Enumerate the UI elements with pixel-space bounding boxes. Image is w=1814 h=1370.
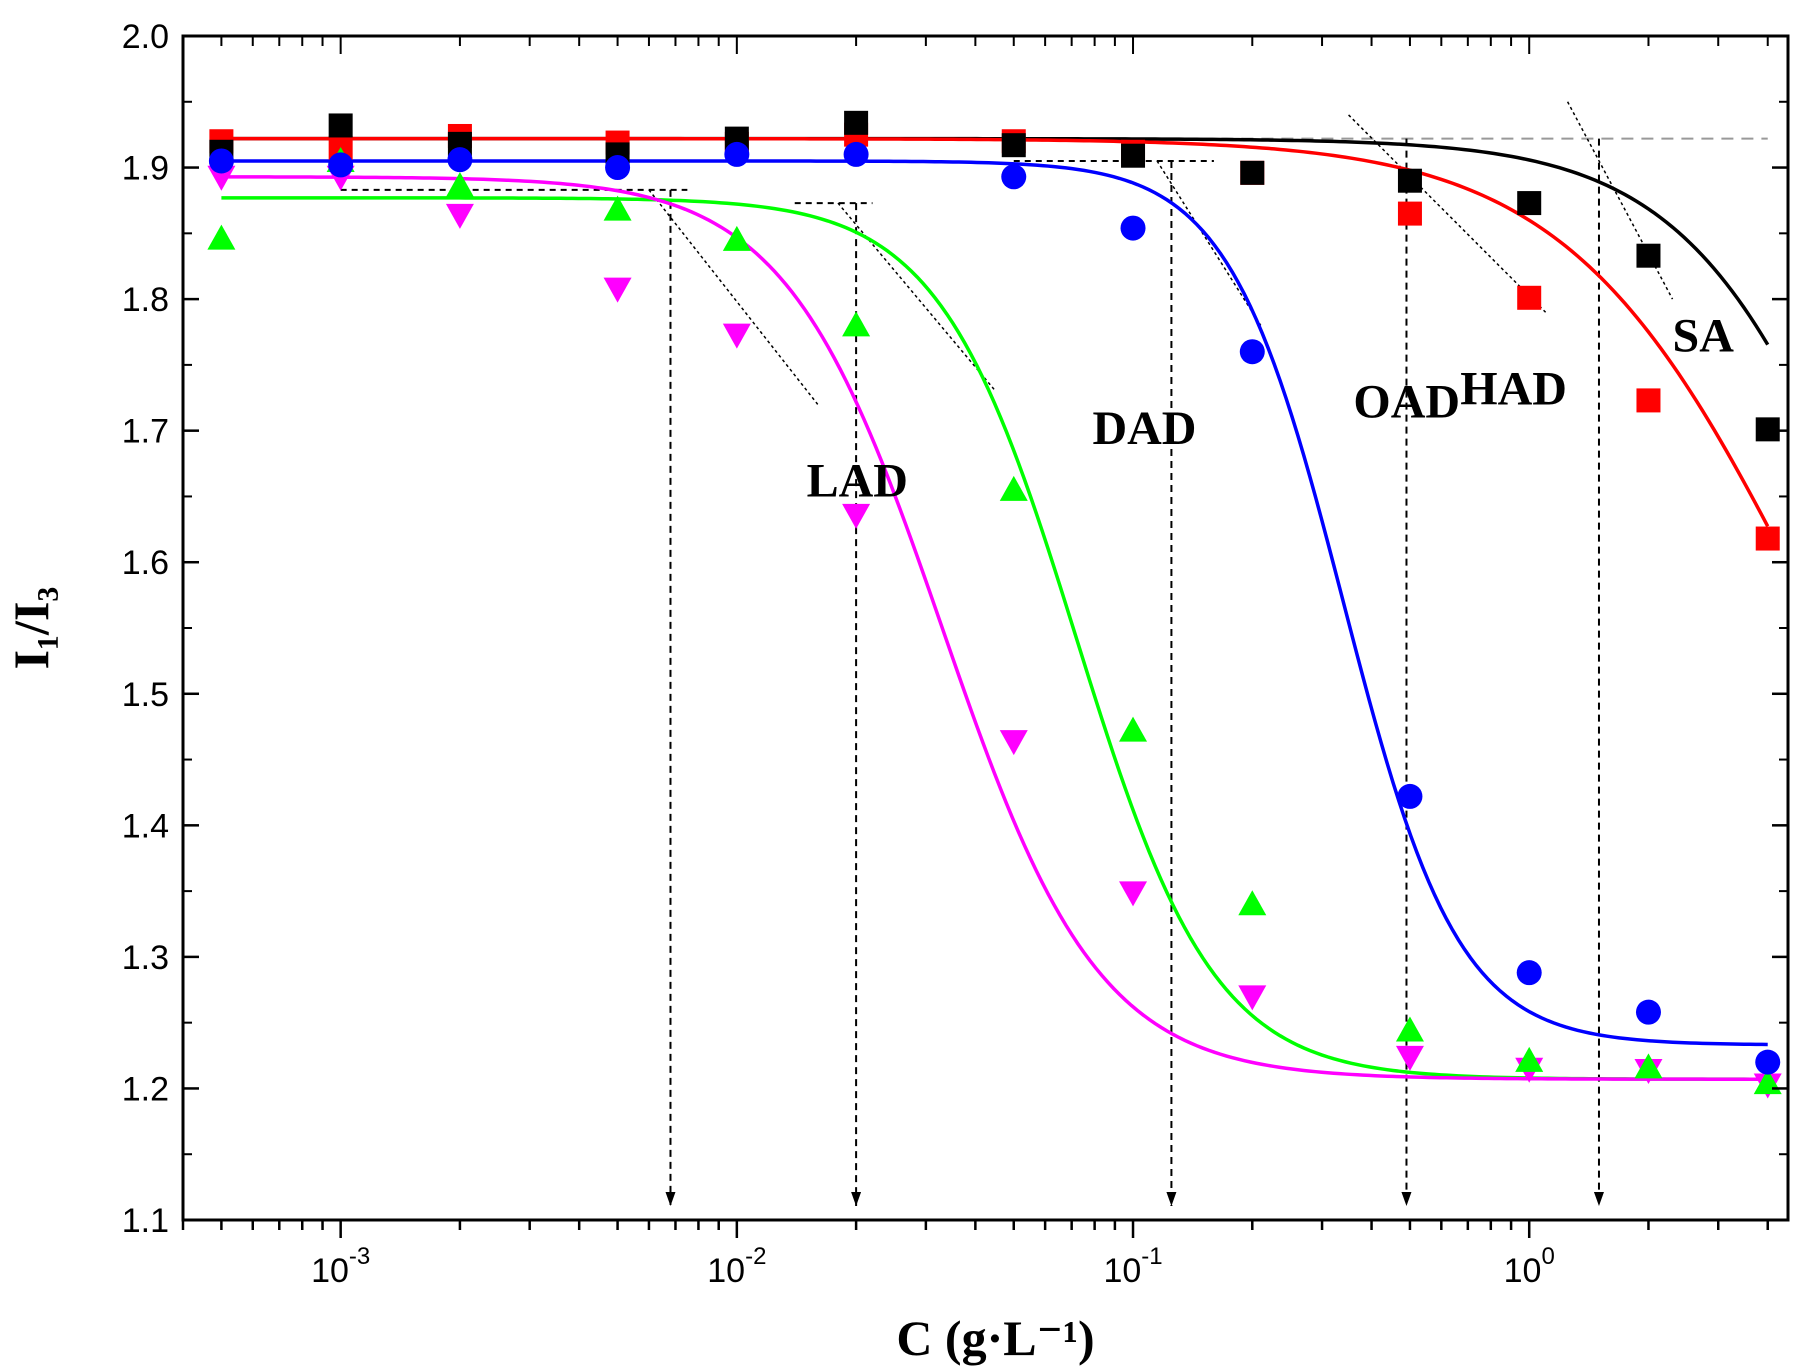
data-point-oad — [1239, 339, 1265, 365]
data-point-dad — [1515, 1046, 1544, 1072]
series-label-oad: OAD — [1353, 376, 1460, 429]
data-point-sa — [1636, 243, 1661, 268]
cmc-arrows — [665, 138, 1604, 1206]
tangent-line — [1566, 101, 1674, 300]
data-point-had — [1636, 388, 1661, 413]
data-point-oad — [328, 152, 354, 178]
tangent-line — [837, 202, 997, 392]
series-lad — [207, 165, 1782, 1099]
y-tick-label: 1.5 — [122, 676, 169, 714]
y-axis-title: I₁/I₃ — [3, 587, 59, 670]
data-point-oad — [208, 148, 234, 174]
data-point-sa — [1397, 168, 1422, 193]
y-tick-label: 1.4 — [122, 807, 169, 845]
series-label-dad: DAD — [1092, 402, 1196, 455]
data-point-dad — [1238, 890, 1267, 916]
data-point-sa — [328, 113, 353, 138]
x-tick-label: 10-3 — [311, 1243, 370, 1290]
fit-curve-had — [221, 136, 1770, 528]
data-point-lad — [722, 323, 751, 349]
data-point-had — [1397, 201, 1422, 226]
data-point-dad — [1634, 1053, 1663, 1079]
data-point-oad — [1397, 783, 1423, 809]
data-point-lad — [842, 503, 871, 529]
data-point-oad — [1516, 960, 1542, 986]
x-tick-label: 10-2 — [707, 1243, 766, 1290]
data-point-sa — [1240, 160, 1265, 185]
y-tick-label: 1.7 — [122, 413, 169, 451]
y-tick-label: 1.6 — [122, 544, 169, 582]
series-dad — [207, 146, 1782, 1095]
data-point-oad — [843, 141, 869, 167]
tangent-line — [648, 189, 819, 405]
data-point-oad — [724, 141, 750, 167]
y-tick-label: 1.1 — [122, 1202, 169, 1240]
data-point-dad — [445, 171, 474, 197]
data-points — [207, 110, 1782, 1099]
x-axis-title: C (g·L⁻¹) — [896, 1310, 1094, 1366]
tangent-line — [1348, 114, 1547, 313]
data-point-lad — [1395, 1045, 1424, 1071]
x-tick-label: 10-1 — [1103, 1243, 1162, 1290]
data-point-sa — [844, 110, 869, 135]
data-point-lad — [207, 165, 236, 191]
fit-curve-dad — [221, 196, 1768, 1081]
x-tick-label: 100 — [1504, 1243, 1555, 1290]
plot-area — [181, 34, 1790, 1222]
y-tick-label: 1.2 — [122, 1070, 169, 1108]
data-point-oad — [1755, 1049, 1781, 1075]
data-point-dad — [1395, 1016, 1424, 1042]
data-point-dad — [999, 475, 1028, 501]
data-point-sa — [1121, 143, 1146, 168]
tangent-line — [1156, 160, 1262, 326]
data-point-lad — [1119, 881, 1148, 907]
fit-curves — [221, 136, 1770, 1081]
data-point-dad — [603, 195, 632, 221]
axis-ticks: 1.1 1.2 1.3 1.4 1.5 1.6 1.7 1.8 1.9 2.0 10-3 10-2 10… — [122, 18, 1788, 1290]
series-label-had: HAD — [1460, 362, 1567, 415]
series-had — [209, 122, 1780, 551]
fit-curve-lad — [221, 175, 1768, 1081]
data-point-dad — [207, 224, 236, 250]
data-point-sa — [1517, 191, 1542, 216]
data-point-dad — [842, 311, 871, 337]
series-label-lad: LAD — [807, 454, 908, 507]
data-point-oad — [1635, 999, 1661, 1025]
data-point-dad — [1119, 716, 1148, 742]
data-point-had — [1755, 526, 1780, 551]
y-tick-label: 1.3 — [122, 939, 169, 977]
data-point-oad — [1001, 164, 1027, 190]
data-point-dad — [722, 225, 751, 251]
y-tick-label: 2.0 — [122, 18, 169, 56]
data-point-had — [1517, 285, 1542, 310]
fit-curve-oad — [221, 159, 1768, 1047]
series-oad — [208, 141, 1781, 1075]
data-point-oad — [447, 147, 473, 173]
data-point-lad — [603, 277, 632, 303]
data-point-oad — [1120, 215, 1146, 241]
reference-lines — [221, 101, 1768, 405]
series-label-sa: SA — [1673, 310, 1735, 363]
y-tick-label: 1.8 — [122, 281, 169, 319]
data-point-sa — [1001, 133, 1026, 158]
data-point-lad — [445, 203, 474, 229]
data-point-lad — [999, 730, 1028, 756]
data-point-sa — [1755, 417, 1780, 442]
y-tick-label: 1.9 — [122, 150, 169, 188]
data-point-lad — [1238, 985, 1267, 1011]
data-point-oad — [605, 155, 631, 181]
